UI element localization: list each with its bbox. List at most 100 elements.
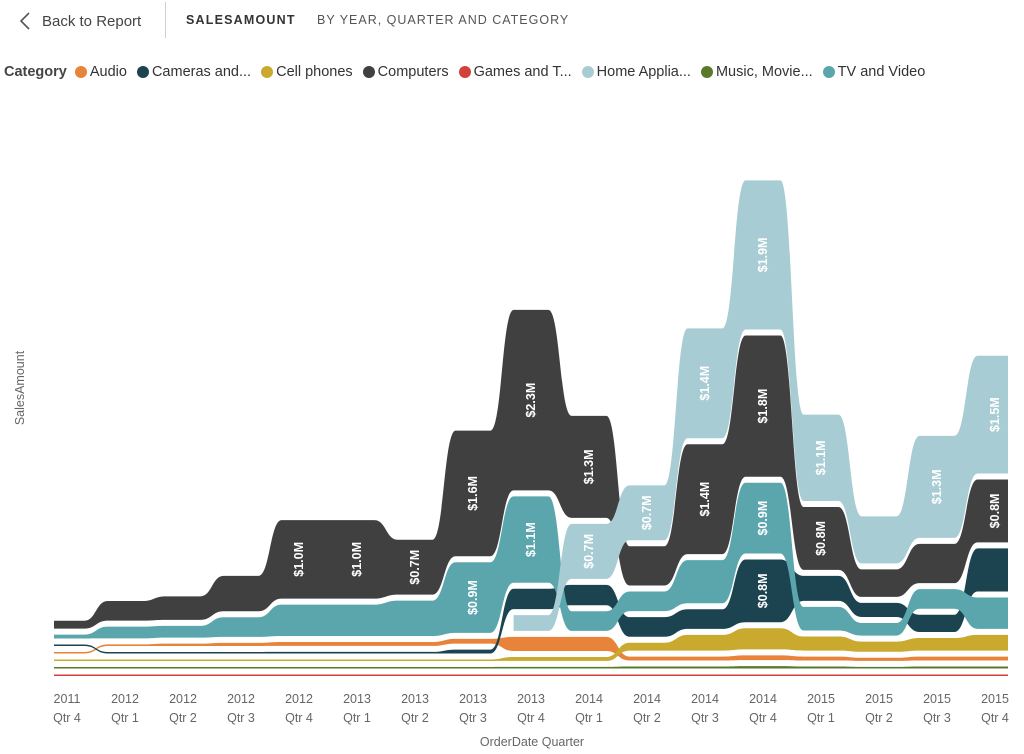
x-tick-quarter: Qtr 4 xyxy=(749,711,777,725)
data-label: $1.8M xyxy=(756,389,770,424)
x-tick-quarter: Qtr 3 xyxy=(459,711,487,725)
legend-label: Home Applia... xyxy=(596,64,691,80)
y-axis-title: SalesAmount xyxy=(13,350,27,425)
data-label: $0.7M xyxy=(582,534,596,569)
ribbon-series[interactable] xyxy=(54,628,1008,661)
x-tick-quarter: Qtr 4 xyxy=(285,711,313,725)
legend-items: Audio Cameras and... Cell phones Computers G… xyxy=(74,64,935,80)
ribbon-series[interactable] xyxy=(54,674,1008,677)
x-tick-quarter: Qtr 3 xyxy=(923,711,951,725)
x-tick-quarter: Qtr 2 xyxy=(865,711,893,725)
chevron-left-icon xyxy=(19,12,30,30)
x-tick-year: 2014 xyxy=(691,692,719,706)
legend-item[interactable]: TV and Video xyxy=(822,64,926,80)
x-tick-year: 2011 xyxy=(54,692,81,706)
ribbon-series[interactable] xyxy=(54,482,1008,639)
ribbon-series[interactable] xyxy=(54,548,1008,654)
ribbon-series[interactable] xyxy=(54,309,1008,629)
x-tick-quarter: Qtr 2 xyxy=(169,711,197,725)
x-axis-title: OrderDate Quarter xyxy=(480,735,584,749)
x-tick-quarter: Qtr 4 xyxy=(517,711,545,725)
legend-item[interactable]: Cell phones xyxy=(261,64,353,80)
data-label: $0.7M xyxy=(408,550,422,585)
legend-label: Cell phones xyxy=(276,64,353,80)
x-tick-year: 2013 xyxy=(517,692,545,706)
ribbons xyxy=(54,180,1008,676)
legend-label: TV and Video xyxy=(837,64,926,80)
x-tick-year: 2014 xyxy=(633,692,661,706)
x-tick-year: 2014 xyxy=(749,692,777,706)
legend-label: Cameras and... xyxy=(151,64,252,80)
legend-dot xyxy=(581,66,594,78)
x-tick-year: 2013 xyxy=(401,692,429,706)
x-tick-quarter: Qtr 4 xyxy=(53,711,81,725)
x-tick-year: 2012 xyxy=(227,692,255,706)
data-label: $0.7M xyxy=(640,495,654,530)
legend-item[interactable]: Audio xyxy=(74,64,127,80)
data-label: $0.9M xyxy=(466,580,480,615)
x-tick-year: 2012 xyxy=(285,692,313,706)
x-tick-year: 2015 xyxy=(981,692,1009,706)
x-tick-quarter: Qtr 3 xyxy=(227,711,255,725)
data-label: $0.8M xyxy=(814,521,828,556)
ribbon-series[interactable] xyxy=(54,636,1008,661)
back-label: Back to Report xyxy=(42,12,142,30)
legend-item[interactable]: Home Applia... xyxy=(581,64,691,80)
data-label: $0.8M xyxy=(756,573,770,608)
legend-dot xyxy=(74,66,87,78)
x-tick-quarter: Qtr 1 xyxy=(111,711,139,725)
legend-label: Audio xyxy=(89,64,127,80)
data-label: $1.1M xyxy=(814,440,828,475)
x-tick-year: 2015 xyxy=(865,692,893,706)
legend-label: Computers xyxy=(377,64,449,80)
data-label: $1.0M xyxy=(350,542,364,577)
x-tick-quarter: Qtr 1 xyxy=(575,711,603,725)
legend-item[interactable]: Computers xyxy=(362,64,449,80)
legend-dot xyxy=(822,66,835,78)
legend-item[interactable]: Games and T... xyxy=(458,64,572,80)
chart-title: SALESAMOUNT xyxy=(186,13,296,27)
x-tick-quarter: Qtr 1 xyxy=(343,711,371,725)
x-tick-year: 2013 xyxy=(343,692,371,706)
x-tick-year: 2015 xyxy=(923,692,951,706)
x-tick-year: 2012 xyxy=(111,692,139,706)
x-tick-year: 2014 xyxy=(575,692,603,706)
data-label: $1.3M xyxy=(930,470,944,505)
back-to-report-button[interactable]: Back to Report xyxy=(18,8,141,34)
legend-dot xyxy=(458,66,471,78)
data-label: $1.9M xyxy=(756,238,770,273)
ribbon-series[interactable] xyxy=(513,180,1008,631)
x-tick-year: 2015 xyxy=(807,692,835,706)
data-label: $1.5M xyxy=(988,397,1002,432)
legend-dot xyxy=(362,66,375,78)
x-tick-quarter: Qtr 1 xyxy=(807,711,835,725)
data-label: $1.1M xyxy=(524,522,538,557)
data-label: $2.3M xyxy=(524,383,538,418)
x-tick-quarter: Qtr 2 xyxy=(633,711,661,725)
legend-item[interactable]: Music, Movie... xyxy=(700,64,813,80)
ribbon-series[interactable] xyxy=(54,666,1008,669)
data-label: $1.4M xyxy=(698,366,712,401)
x-tick-quarter: Qtr 4 xyxy=(981,711,1009,725)
legend-dot xyxy=(261,66,274,78)
x-tick-year: 2012 xyxy=(169,692,197,706)
legend-title: Category xyxy=(4,64,67,80)
data-label: $0.8M xyxy=(988,494,1002,529)
x-tick-year: 2013 xyxy=(459,692,487,706)
data-label: $0.9M xyxy=(756,501,770,536)
data-label: $1.0M xyxy=(292,542,306,577)
x-tick-quarter: Qtr 3 xyxy=(691,711,719,725)
data-label: $1.6M xyxy=(466,476,480,511)
legend-label: Music, Movie... xyxy=(715,64,813,80)
chart-subtitle: BY YEAR, QUARTER AND CATEGORY xyxy=(317,13,570,27)
header-divider xyxy=(165,2,166,38)
legend-dot xyxy=(700,66,713,78)
legend-label: Games and T... xyxy=(473,64,572,80)
x-tick-quarter: Qtr 2 xyxy=(401,711,429,725)
legend-item[interactable]: Cameras and... xyxy=(136,64,252,80)
legend: Category Audio Cameras and... Cell phones C… xyxy=(4,62,935,82)
top-bar: Back to Report SALESAMOUNT BY YEAR, QUAR… xyxy=(0,0,1024,42)
data-label: $1.3M xyxy=(582,449,596,484)
legend-dot xyxy=(136,66,149,78)
